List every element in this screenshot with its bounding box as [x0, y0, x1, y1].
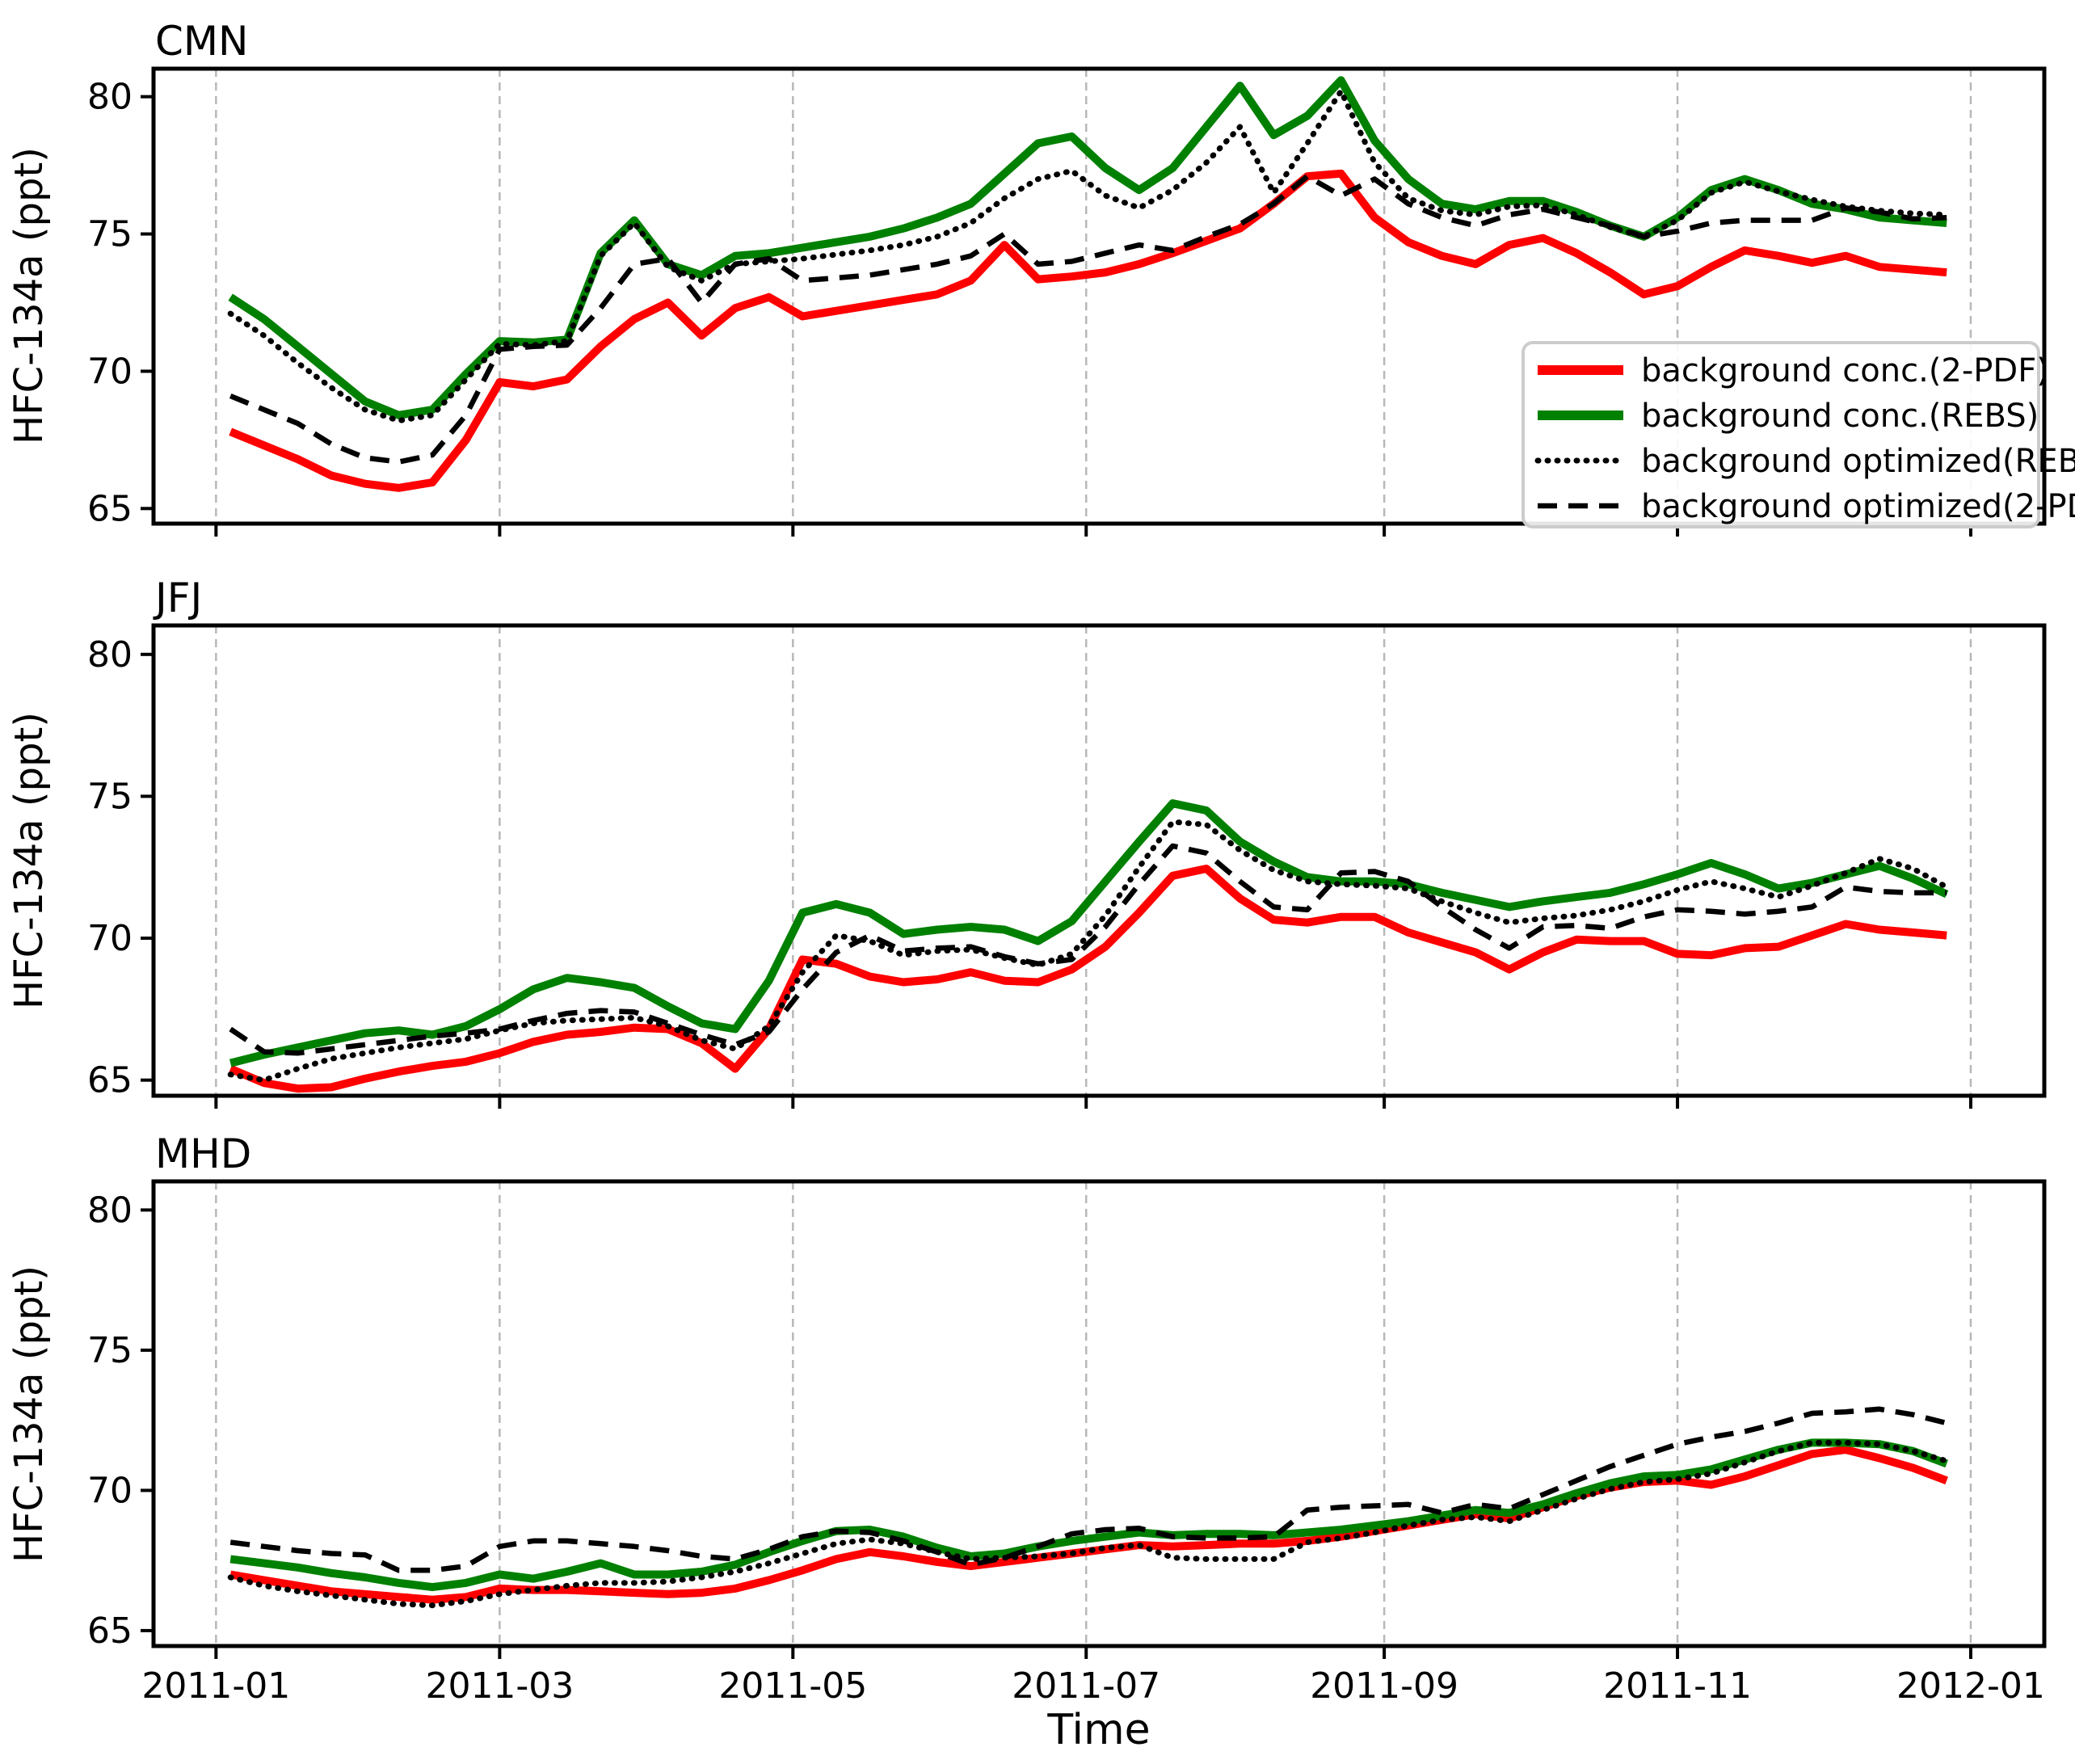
y-axis-label-mhd: HFC-134a (ppt) — [6, 1265, 52, 1563]
y-tick-label: 80 — [87, 1189, 133, 1231]
y-tick-label: 75 — [87, 776, 133, 817]
panel-title-mhd: MHD — [155, 1130, 251, 1177]
y-tick-label: 75 — [87, 214, 133, 255]
legend-label: background optimized(2-PDF) — [1641, 488, 2075, 525]
x-tick-label: 2011-11 — [1603, 1665, 1752, 1707]
y-tick-label: 65 — [87, 488, 133, 529]
legend-label: background conc.(2-PDF) — [1641, 352, 2049, 389]
y-tick-label: 70 — [87, 351, 133, 392]
series-cmn-background-optimized-2-pdf — [229, 173, 1947, 465]
y-tick-label: 75 — [87, 1330, 133, 1371]
series-cmn-background-conc-2-pdf — [229, 169, 1947, 492]
y-tick-label: 80 — [87, 77, 133, 118]
series-layer — [227, 76, 1950, 1609]
x-tick-label: 2011-05 — [718, 1665, 867, 1707]
legend-label: background conc.(REBS) — [1641, 398, 2039, 435]
series-jfj-background-conc-rebs — [229, 799, 1949, 1067]
panel-border — [151, 66, 2047, 526]
series-jfj-background-optimized-2-pdf — [229, 843, 1947, 1056]
x-tick-label: 2012-01 — [1896, 1665, 2045, 1707]
panel-title-cmn: CMN — [155, 18, 248, 65]
y-axis-label-cmn: HFC-134a (ppt) — [6, 147, 52, 444]
axes-layer: 65 70 75 80 65 70 75 80 2011-01 2011-03 2011-05 201… — [87, 66, 2047, 1707]
series-mhd-background-optimized-2-pdf — [229, 1406, 1947, 1573]
x-tick-label: 2011-01 — [141, 1665, 290, 1707]
series-jfj-background-conc-2-pdf — [229, 865, 1947, 1093]
y-tick-label: 65 — [87, 1610, 133, 1652]
panel-title-jfj: JFJ — [153, 575, 202, 621]
y-tick-label: 70 — [87, 918, 133, 959]
legend-label: background optimized(REBS) — [1641, 443, 2075, 480]
gridline-layer — [215, 69, 1972, 1646]
y-axis-label-jfj: HFC-134a (ppt) — [6, 712, 52, 1009]
x-tick-label: 2011-09 — [1310, 1665, 1458, 1707]
y-tick-label: 65 — [87, 1060, 133, 1101]
legend-box — [1522, 341, 2040, 528]
series-mhd-background-optimized-rebs — [227, 1439, 1950, 1609]
legend: background conc.(2-PDF) background conc.(… — [1522, 341, 2075, 528]
y-tick-label: 80 — [87, 634, 133, 676]
x-tick-label: 2011-07 — [1012, 1665, 1160, 1707]
x-tick-label: 2011-03 — [425, 1665, 574, 1707]
x-axis-label: Time — [1046, 1706, 1150, 1754]
series-cmn-background-optimized-rebs — [227, 88, 1950, 424]
y-tick-label: 70 — [87, 1470, 133, 1511]
panel-border — [151, 623, 2047, 1098]
series-mhd-background-conc-rebs — [229, 1438, 1948, 1592]
panel-border — [151, 1179, 2047, 1648]
